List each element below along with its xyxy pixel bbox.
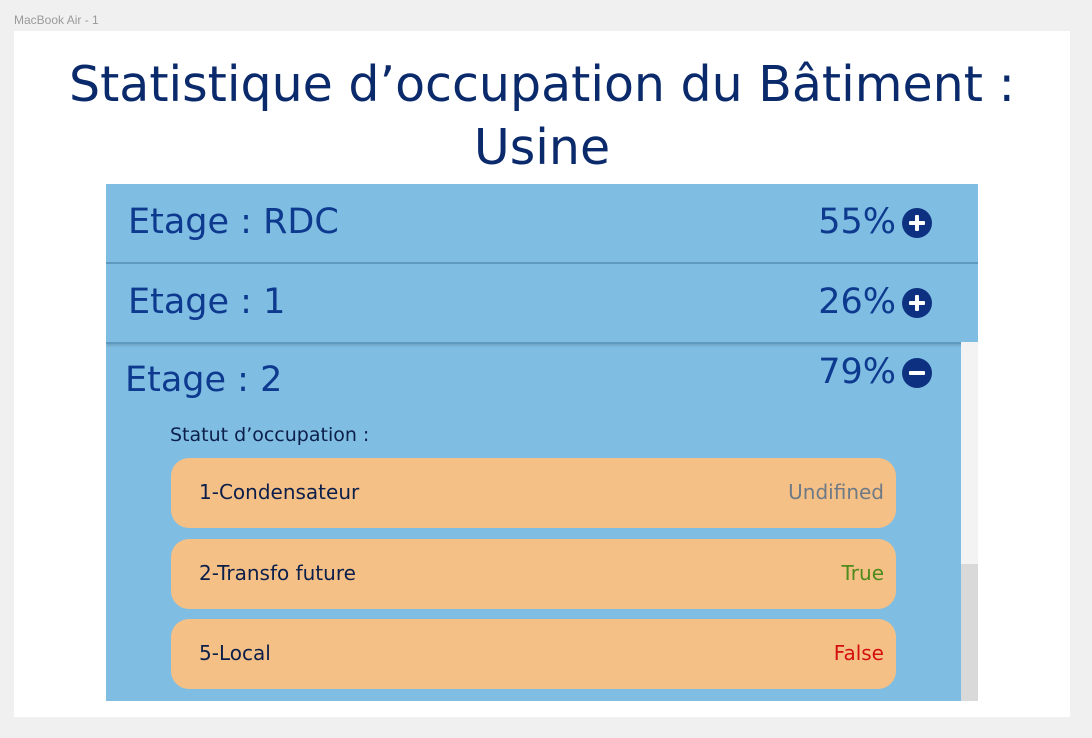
floor-occupancy-percent: 79% bbox=[818, 352, 896, 392]
floors-accordion: Etage : RDC 55% Etage : 1 26% Etage : 2 … bbox=[106, 184, 978, 701]
page-title: Statistique d’occupation du Bâtiment : U… bbox=[14, 53, 1070, 179]
status-heading: Statut d’occupation : bbox=[170, 424, 370, 446]
status-item[interactable]: 2-Transfo future True bbox=[171, 539, 896, 609]
scrollbar[interactable] bbox=[961, 342, 978, 701]
status-item[interactable]: 1-Condensateur Undifined bbox=[171, 458, 896, 528]
plus-circle-icon[interactable] bbox=[902, 288, 932, 318]
status-item-value: True bbox=[841, 561, 884, 585]
floor-occupancy-percent: 26% bbox=[818, 282, 896, 322]
floor-label: Etage : 1 bbox=[128, 282, 286, 322]
floor-occupancy-percent: 55% bbox=[818, 202, 896, 242]
plus-circle-icon[interactable] bbox=[902, 208, 932, 238]
status-item-name: 1-Condensateur bbox=[199, 480, 360, 504]
floor-label: Etage : 2 bbox=[125, 360, 283, 400]
floor-row-rdc[interactable]: Etage : RDC 55% bbox=[106, 184, 978, 264]
artboard: Statistique d’occupation du Bâtiment : U… bbox=[14, 31, 1070, 717]
floor-row-2-expanded: Etage : 2 79% Statut d’occupation : 1-Co… bbox=[106, 342, 978, 701]
floor-row-1[interactable]: Etage : 1 26% bbox=[106, 264, 978, 344]
frame-label: MacBook Air - 1 bbox=[14, 13, 99, 27]
scrollbar-thumb[interactable] bbox=[961, 564, 978, 701]
status-item-value: False bbox=[833, 641, 884, 665]
floor-label: Etage : RDC bbox=[128, 202, 339, 242]
status-item-name: 2-Transfo future bbox=[199, 561, 356, 585]
status-item[interactable]: 5-Local False bbox=[171, 619, 896, 689]
status-item-value: Undifined bbox=[788, 480, 884, 504]
page-title-line-2: Usine bbox=[473, 119, 611, 176]
minus-circle-icon[interactable] bbox=[902, 358, 932, 388]
page-title-line-1: Statistique d’occupation du Bâtiment : bbox=[68, 56, 1015, 113]
status-item-name: 5-Local bbox=[199, 641, 271, 665]
